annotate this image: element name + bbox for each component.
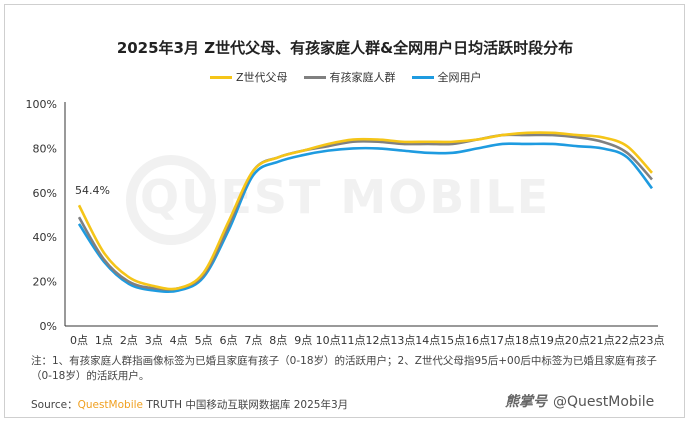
chart-frame [4, 4, 685, 418]
source-rest: TRUTH 中国移动互联网数据库 2025年3月 [143, 399, 349, 411]
background-logo-ring [126, 155, 216, 245]
y-tick-label: 60% [33, 187, 57, 200]
x-tick-label: 8点 [269, 334, 287, 347]
x-tick-label: 12点 [365, 334, 390, 347]
legend: Z世代父母 有孩家庭人群 全网用户 [210, 69, 560, 85]
x-tick-label: 6点 [219, 334, 237, 347]
x-tick-label: 16点 [465, 334, 490, 347]
series-line-1 [77, 133, 653, 291]
x-tick-label: 19点 [540, 334, 565, 347]
legend-item-z-gen: Z世代父母 [210, 69, 288, 85]
y-tick-label: 0% [40, 320, 57, 333]
x-tick-label: 1点 [95, 334, 113, 347]
x-tick-label: 18点 [515, 334, 540, 347]
x-tick-label: 21点 [590, 334, 615, 347]
legend-label: 全网用户 [437, 71, 482, 84]
x-tick-label: 9点 [294, 334, 312, 347]
watermark-logo-icon: 熊掌号 [505, 394, 547, 410]
y-tick-label: 40% [33, 231, 57, 244]
series-line-2 [77, 142, 654, 294]
x-tick-label: 23点 [640, 334, 665, 347]
x-tick-label: 10点 [316, 334, 341, 347]
source-line: Source：QuestMobile TRUTH 中国移动互联网数据库 2025… [31, 397, 348, 412]
x-tick-label: 22点 [615, 334, 640, 347]
y-tick-label: 100% [26, 98, 57, 111]
x-tick-label: 14点 [415, 334, 440, 347]
legend-item-all-users: 全网用户 [411, 69, 482, 85]
legend-swatch [210, 75, 232, 79]
data-label: 54.4% [75, 184, 110, 197]
x-tick-label: 7点 [244, 334, 262, 347]
x-tick-label: 20点 [565, 334, 590, 347]
x-tick-label: 15点 [440, 334, 465, 347]
x-tick-label: 11点 [341, 334, 366, 347]
x-tick-label: 5点 [195, 334, 213, 347]
x-tick-label: 13点 [390, 334, 415, 347]
x-tick-label: 17点 [490, 334, 515, 347]
y-tick-label: 20% [33, 276, 57, 289]
legend-swatch [411, 75, 434, 79]
x-tick-label: 2点 [120, 334, 138, 347]
legend-label: Z世代父母 [236, 71, 288, 84]
chart-title: 2025年3月 Z世代父母、有孩家庭人群&全网用户日均活跃时段分布 [116, 39, 574, 57]
footnote: 注：1、有孩家庭人群指画像标签为已婚且家庭有孩子（0-18岁）的活跃用户；2、Z… [31, 355, 657, 382]
x-tick-label: 0点 [70, 334, 88, 347]
watermark-handle: @QuestMobile [553, 394, 655, 410]
source-prefix: Source： [31, 399, 78, 411]
x-tick-label: 3点 [145, 334, 163, 347]
y-tick-label: 80% [33, 142, 57, 155]
legend-item-family: 有孩家庭人群 [303, 69, 396, 85]
legend-label: 有孩家庭人群 [329, 71, 396, 84]
background-watermark: QUEST MOBILE [140, 170, 551, 224]
legend-swatch [303, 75, 326, 79]
publisher-watermark: 熊掌号 @QuestMobile [505, 391, 654, 411]
series-line-0 [77, 131, 653, 291]
source-brand: QuestMobile [77, 399, 143, 411]
x-tick-label: 4点 [170, 334, 188, 347]
